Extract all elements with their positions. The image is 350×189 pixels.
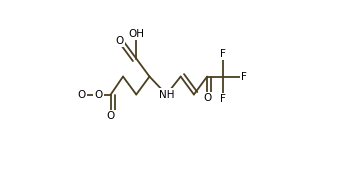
Text: F: F <box>220 94 226 104</box>
Text: O: O <box>203 93 211 103</box>
Text: F: F <box>241 72 246 81</box>
Text: O: O <box>107 111 115 121</box>
Text: O: O <box>116 36 124 46</box>
Text: OH: OH <box>128 29 144 39</box>
Text: O: O <box>94 90 103 99</box>
Text: O: O <box>77 90 85 99</box>
Text: NH: NH <box>159 90 174 99</box>
Text: F: F <box>220 49 226 59</box>
